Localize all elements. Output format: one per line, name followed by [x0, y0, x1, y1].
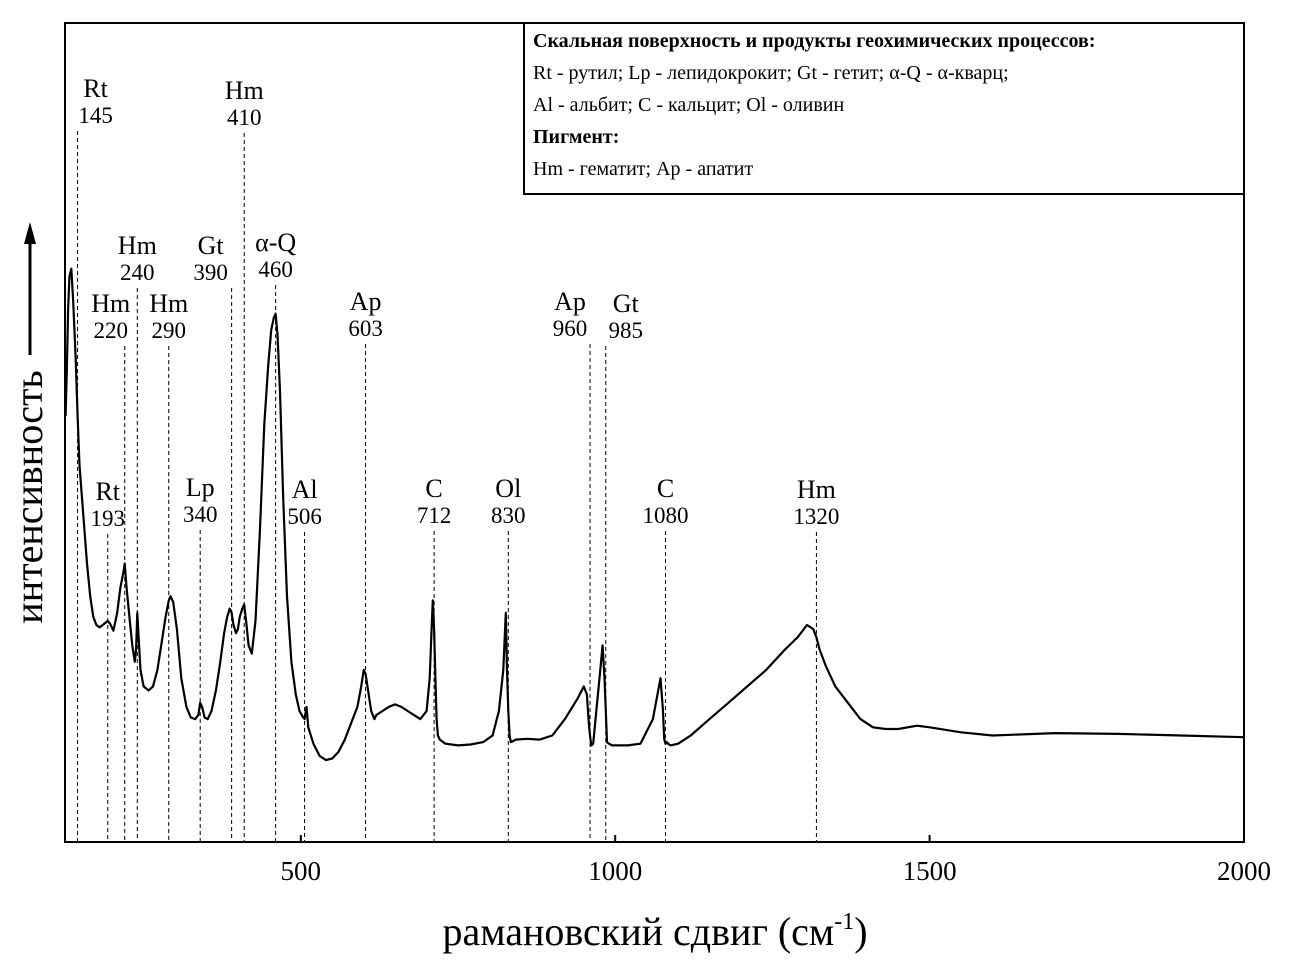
- legend-line: Пигмент:: [533, 126, 619, 148]
- legend-line: Rt - рутил; Lp - лепидокрокит; Gt - гети…: [533, 62, 1009, 84]
- peak-name-label: Ap: [554, 287, 586, 316]
- peak-labels: Rt145Rt193Hm220Hm240Hm290Lp340Gt390Hm410…: [78, 74, 839, 531]
- peak-name-label: Al: [292, 475, 318, 504]
- y-axis-title-group: интенсивность: [6, 222, 51, 624]
- x-axis-title: рамановский сдвиг (см-1): [442, 909, 867, 954]
- peak-value-label: 390: [193, 260, 228, 285]
- peak-name-label: Hm: [91, 289, 130, 318]
- peak-name-label: Hm: [118, 231, 157, 260]
- legend-box: [523, 22, 1245, 195]
- peak-name-label: Ol: [495, 474, 521, 503]
- peak-value-label: 220: [93, 318, 128, 343]
- peak-name-label: Hm: [797, 475, 836, 504]
- peak-value-label: 240: [120, 260, 155, 285]
- peak-name-label: Hm: [225, 76, 264, 105]
- peak-value-label: 340: [183, 502, 218, 527]
- peak-value-label: 145: [78, 103, 113, 128]
- y-axis-arrowhead: [24, 222, 36, 244]
- peak-name-label: C: [425, 474, 442, 503]
- peak-name-label: Ap: [350, 287, 382, 316]
- x-axis-title-superscript: -1: [834, 909, 854, 935]
- legend: Скальная поверхность и продукты геохимич…: [523, 22, 1245, 195]
- legend-line: Al - альбит; C - кальцит; Ol - оливин: [533, 94, 844, 116]
- legend-line: Скальная поверхность и продукты геохимич…: [533, 30, 1095, 52]
- peak-name-label: Rt: [95, 477, 120, 506]
- peak-value-label: 603: [348, 316, 383, 341]
- peak-name-label: Rt: [83, 74, 108, 103]
- x-tick-label: 500: [281, 856, 322, 886]
- peak-name-label: C: [657, 474, 674, 503]
- peak-name-label: Gt: [613, 289, 640, 318]
- peak-value-label: 1320: [793, 504, 839, 529]
- y-axis-title: интенсивность: [6, 370, 51, 623]
- peak-value-label: 712: [417, 503, 452, 528]
- x-tick-label: 1000: [588, 856, 642, 886]
- peak-value-label: 506: [287, 504, 322, 529]
- peak-marker-lines: [77, 131, 817, 842]
- peak-name-label: Hm: [149, 289, 188, 318]
- peak-value-label: 193: [91, 506, 126, 531]
- peak-value-label: 460: [258, 257, 293, 282]
- x-tick-label: 2000: [1217, 856, 1271, 886]
- x-tick-label: 1500: [903, 856, 957, 886]
- peak-value-label: 1080: [643, 503, 689, 528]
- spectrum-line: [64, 267, 1245, 762]
- peak-value-label: 290: [152, 318, 187, 343]
- peak-name-label: α-Q: [255, 228, 296, 257]
- peak-value-label: 985: [609, 318, 644, 343]
- peak-value-label: 830: [491, 503, 526, 528]
- peak-value-label: 410: [227, 105, 262, 130]
- x-axis-ticks: 500 1000 1500 2000: [281, 835, 1271, 886]
- legend-line: Hm - гематит; Ap - апатит: [533, 158, 753, 180]
- peak-name-label: Gt: [198, 231, 225, 260]
- peak-name-label: Lp: [186, 473, 215, 502]
- peak-value-label: 960: [553, 316, 588, 341]
